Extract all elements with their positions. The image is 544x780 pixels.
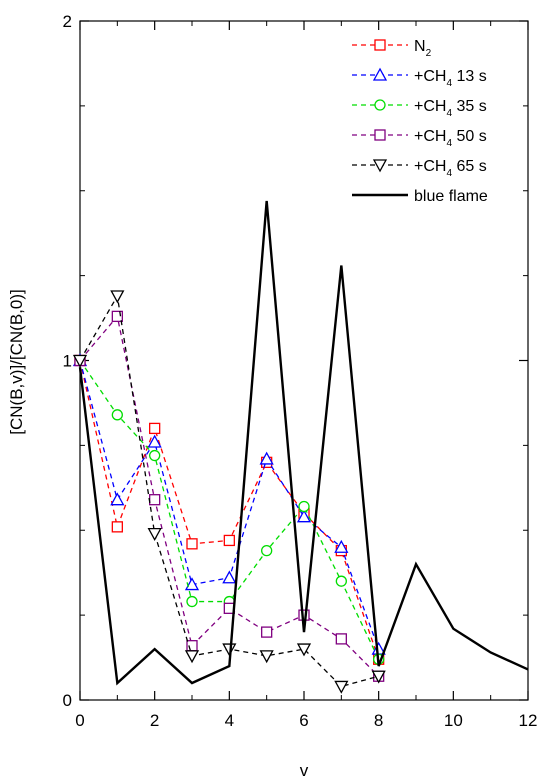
series-line (79, 360, 380, 660)
legend-item: +CH4 35 s (352, 98, 487, 119)
data-point (186, 595, 198, 608)
data-point (334, 539, 349, 553)
data-point (335, 633, 347, 645)
y-axis-label: [CN(B,v)]/[CN(B,0)] (7, 289, 26, 434)
x-tick-label: 2 (150, 711, 159, 730)
data-point (298, 500, 310, 513)
series-1 (72, 353, 386, 655)
legend-item: +CH4 65 s (352, 158, 487, 179)
data-point (334, 680, 349, 694)
data-point (149, 449, 161, 462)
x-tick-label: 4 (225, 711, 234, 730)
data-point (110, 492, 125, 506)
y-tick-label: 1 (63, 352, 72, 371)
legend-marker (374, 99, 386, 111)
series-line (79, 360, 380, 660)
y-tick-label: 2 (63, 12, 72, 31)
legend-label: +CH4 13 s (414, 68, 487, 89)
legend-label: +CH4 50 s (414, 128, 487, 149)
x-tick-label: 10 (444, 711, 463, 730)
y-tick-label: 0 (63, 691, 72, 710)
data-point (147, 434, 162, 448)
data-point (259, 650, 274, 664)
legend-label: N2 (414, 38, 432, 59)
data-point (261, 544, 273, 557)
data-point (147, 527, 162, 542)
data-point (111, 521, 123, 533)
data-point (296, 509, 312, 523)
data-point (184, 577, 200, 591)
data-point (149, 494, 161, 506)
x-tick-label: 6 (299, 711, 308, 730)
legend-item: N2 (352, 38, 432, 59)
legend-marker (372, 67, 388, 81)
data-point (72, 354, 88, 368)
data-point (111, 310, 123, 323)
data-point (149, 422, 161, 435)
legend-label: +CH4 65 s (414, 158, 487, 179)
data-point (110, 290, 125, 304)
data-point (259, 451, 274, 465)
data-point (222, 643, 237, 657)
data-point (186, 538, 198, 550)
data-point (184, 650, 200, 664)
series-line (79, 294, 379, 688)
x-tick-label: 0 (75, 711, 84, 730)
series-3 (74, 310, 385, 682)
series-4 (72, 290, 386, 694)
series-line (79, 314, 380, 677)
legend: N2 +CH4 13 s +CH4 35 s +CH4 50 s +CH4 65 s bl… (352, 38, 488, 205)
data-point (261, 626, 273, 638)
data-point (222, 570, 237, 584)
x-tick-label: 12 (519, 711, 538, 730)
legend-marker (374, 39, 386, 51)
legend-item: +CH4 50 s (352, 128, 487, 149)
data-point (371, 670, 386, 684)
series-line (78, 200, 529, 686)
series-layer (72, 200, 529, 694)
legend-label: +CH4 35 s (414, 98, 487, 119)
data-point (335, 575, 347, 587)
legend-marker (374, 129, 386, 141)
legend-marker (372, 159, 388, 173)
data-point (223, 534, 235, 547)
x-axis-label: v (300, 761, 309, 780)
legend-item: blue flame (352, 188, 488, 205)
series-5 (78, 200, 529, 686)
series-2 (74, 354, 385, 665)
data-point (111, 409, 123, 421)
legend-label: blue flame (414, 188, 488, 205)
legend-item: +CH4 13 s (352, 67, 487, 89)
data-point (296, 643, 312, 657)
x-tick-label: 8 (374, 711, 383, 730)
plot-frame (79, 20, 529, 701)
series-0 (74, 354, 385, 665)
